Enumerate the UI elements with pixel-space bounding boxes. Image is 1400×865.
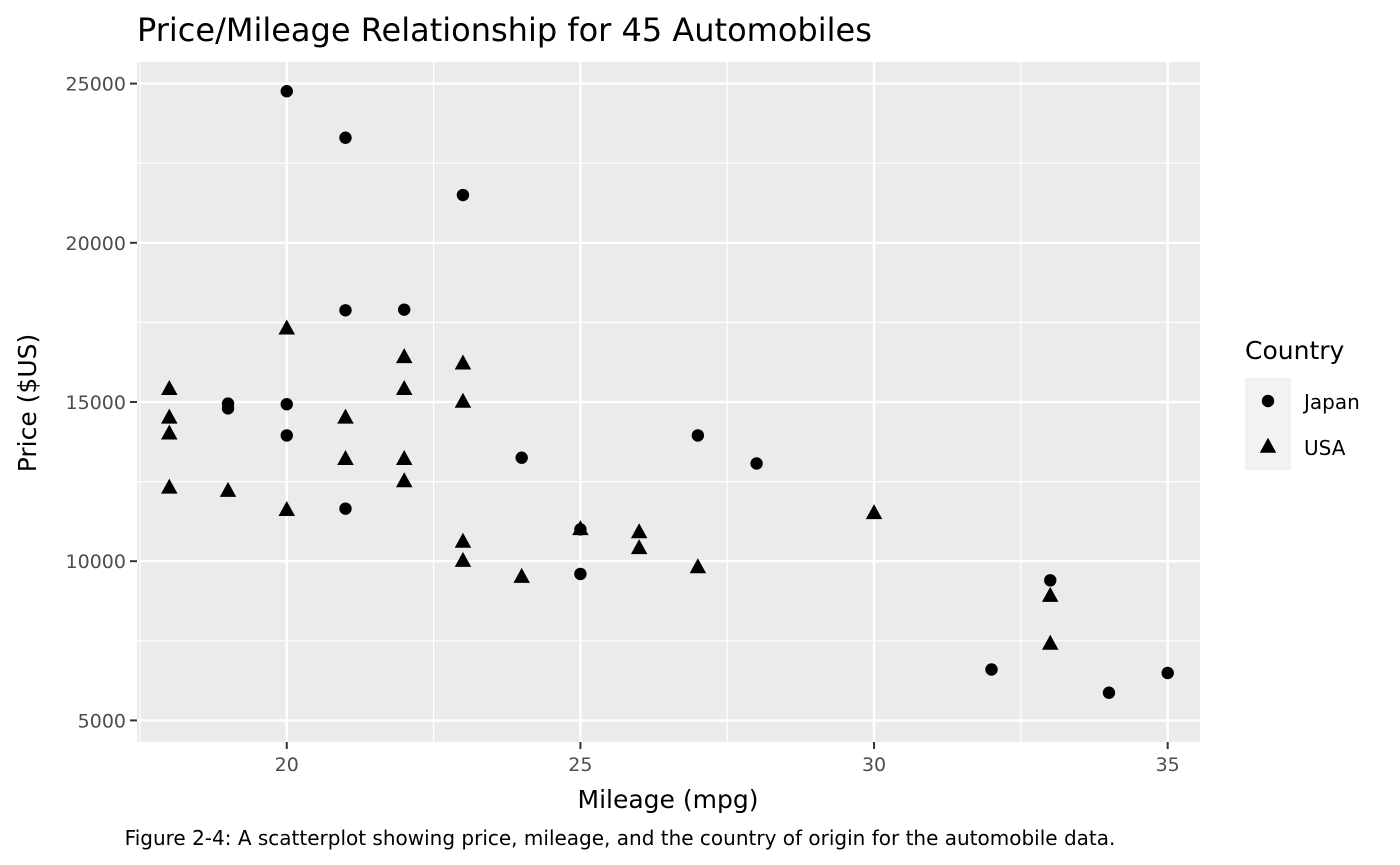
point-usa [161, 424, 178, 440]
grid-major [137, 62, 1200, 742]
axis-ticks [130, 82, 1169, 749]
tick-labels: 20 25 30 35 5000 10000 15000 20000 25000 [66, 74, 1180, 776]
legend: Country Japan USA [1245, 336, 1360, 470]
y-axis-title: Price ($US) [13, 334, 42, 473]
point-usa [454, 354, 472, 370]
y-tick-label: 25000 [66, 74, 126, 96]
x-tick-label: 30 [862, 754, 886, 776]
point-usa [630, 539, 648, 555]
point-usa [572, 520, 589, 536]
legend-keys [1259, 394, 1277, 453]
point-japan [280, 429, 293, 442]
point-japan [339, 502, 352, 515]
point-usa [219, 481, 237, 497]
y-tick-label: 5000 [78, 710, 126, 732]
point-japan [339, 304, 352, 317]
point-usa [513, 567, 530, 583]
point-japan [691, 429, 705, 442]
x-axis-title: Mileage (mpg) [578, 785, 759, 814]
point-usa [337, 450, 354, 466]
figure-caption: Figure 2-4: A scatterplot showing price,… [125, 826, 1116, 850]
data-points [161, 85, 1174, 699]
point-japan [339, 131, 352, 144]
point-japan [750, 457, 763, 470]
point-usa [689, 558, 707, 574]
point-japan [221, 402, 235, 415]
point-japan [280, 398, 293, 411]
point-usa [865, 504, 883, 520]
point-usa [454, 551, 472, 567]
y-tick-label: 20000 [66, 233, 126, 255]
point-japan [398, 303, 411, 316]
legend-label-usa: USA [1304, 436, 1346, 460]
point-japan [456, 188, 470, 202]
legend-key-triangle [1259, 437, 1277, 453]
point-usa [630, 523, 648, 539]
x-tick-label: 20 [275, 754, 299, 776]
point-japan [574, 567, 587, 581]
legend-key-background [1245, 378, 1291, 470]
point-japan [985, 663, 998, 676]
legend-key-circle [1261, 394, 1275, 408]
point-japan [515, 451, 528, 464]
chart-title: Price/Mileage Relationship for 45 Automo… [137, 11, 872, 49]
point-usa [395, 379, 413, 395]
legend-title: Country [1245, 336, 1345, 365]
point-usa [278, 319, 296, 335]
point-usa [161, 379, 178, 395]
point-usa [1041, 634, 1059, 650]
point-usa [161, 478, 178, 494]
point-japan [1161, 666, 1174, 680]
x-tick-label: 35 [1156, 754, 1180, 776]
point-japan [280, 85, 293, 98]
y-tick-label: 10000 [66, 551, 126, 573]
point-usa [161, 408, 178, 424]
point-usa [454, 532, 472, 548]
x-tick-label: 25 [568, 754, 592, 776]
point-usa [1041, 586, 1059, 602]
point-usa [395, 472, 413, 488]
point-usa [395, 348, 413, 364]
point-usa [454, 392, 472, 408]
point-usa [395, 450, 413, 466]
point-usa [337, 408, 354, 424]
point-japan [1044, 574, 1057, 587]
legend-label-japan: Japan [1302, 390, 1360, 414]
point-japan [1102, 686, 1116, 699]
y-tick-label: 15000 [66, 392, 126, 414]
point-usa [278, 500, 296, 516]
